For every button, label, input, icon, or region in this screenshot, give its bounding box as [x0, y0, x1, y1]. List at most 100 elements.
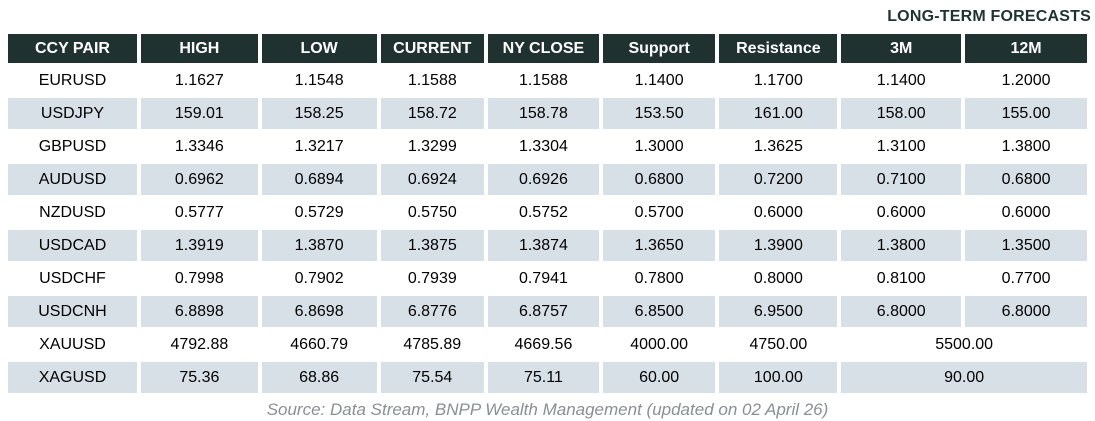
table-row-usdcnh: USDCNH 6.8898 6.8698 6.8776 6.8757 6.8500 6.95…	[8, 296, 1087, 327]
cell-current: 6.8776	[380, 296, 485, 327]
cell-support: 4000.00	[602, 329, 716, 360]
cell-current: 1.1588	[380, 65, 485, 96]
cell-low: 1.3870	[261, 230, 377, 261]
cell-ny_close: 4669.56	[488, 329, 599, 360]
cell-m12: 1.3500	[965, 230, 1087, 261]
cell-low: 0.5729	[261, 197, 377, 228]
cell-support: 1.1400	[602, 65, 716, 96]
cell-high: 1.3919	[140, 230, 258, 261]
table-row-xagusd: XAGUSD 75.36 68.86 75.54 75.11 60.00 100.00 90.…	[8, 362, 1087, 393]
table-row-xauusd: XAUUSD 4792.88 4660.79 4785.89 4669.56 4000.0…	[8, 329, 1087, 360]
column-header-low: LOW	[261, 34, 377, 63]
long-term-forecasts-label: LONG-TERM FORECASTS	[887, 8, 1091, 25]
cell-support: 0.7800	[602, 263, 716, 294]
table-row-usdchf: USDCHF 0.7998 0.7902 0.7939 0.7941 0.7800 0.80…	[8, 263, 1087, 294]
cell-resistance: 0.8000	[719, 263, 838, 294]
table-row-gbpusd: GBPUSD 1.3346 1.3217 1.3299 1.3304 1.3000 1.36…	[8, 131, 1087, 162]
cell-pair: USDCAD	[8, 230, 137, 261]
cell-resistance: 100.00	[719, 362, 838, 393]
cell-pair: XAGUSD	[8, 362, 137, 393]
cell-current: 0.7939	[380, 263, 485, 294]
cell-current: 75.54	[380, 362, 485, 393]
cell-ny_close: 1.3304	[488, 131, 599, 162]
cell-high: 6.8898	[140, 296, 258, 327]
cell-pair: USDCNH	[8, 296, 137, 327]
cell-ny_close: 75.11	[488, 362, 599, 393]
table-header-row: CCY PAIR HIGH LOW CURRENT NY CLOSE Support Res…	[8, 34, 1087, 63]
cell-low: 6.8698	[261, 296, 377, 327]
cell-pair: USDCHF	[8, 263, 137, 294]
column-header-ccy-pair: CCY PAIR	[8, 34, 137, 63]
cell-resistance: 161.00	[719, 98, 838, 129]
cell-ny_close: 0.6926	[488, 164, 599, 195]
cell-m12: 1.3800	[965, 131, 1087, 162]
cell-m12: 1.2000	[965, 65, 1087, 96]
cell-current: 0.6924	[380, 164, 485, 195]
cell-ny_close: 1.1588	[488, 65, 599, 96]
cell-high: 1.3346	[140, 131, 258, 162]
cell-pair: NZDUSD	[8, 197, 137, 228]
source-caption: Source: Data Stream, BNPP Wealth Managem…	[266, 400, 829, 419]
cell-support: 153.50	[602, 98, 716, 129]
cell-resistance: 1.3625	[719, 131, 838, 162]
cell-ny_close: 158.78	[488, 98, 599, 129]
cell-low: 1.3217	[261, 131, 377, 162]
cell-m12: 0.7700	[965, 263, 1087, 294]
cell-high: 0.5777	[140, 197, 258, 228]
cell-current: 4785.89	[380, 329, 485, 360]
table-row-audusd: AUDUSD 0.6962 0.6894 0.6924 0.6926 0.6800 0.72…	[8, 164, 1087, 195]
cell-ny_close: 6.8757	[488, 296, 599, 327]
column-header-current: CURRENT	[380, 34, 485, 63]
cell-pair: XAUUSD	[8, 329, 137, 360]
cell-current: 0.5750	[380, 197, 485, 228]
table-row-eurusd: EURUSD 1.1627 1.1548 1.1588 1.1588 1.1400 1.17…	[8, 65, 1087, 96]
cell-pair: GBPUSD	[8, 131, 137, 162]
cell-m3: 0.7100	[841, 164, 962, 195]
cell-low: 0.6894	[261, 164, 377, 195]
table-row-usdcad: USDCAD 1.3919 1.3870 1.3875 1.3874 1.3650 1.39…	[8, 230, 1087, 261]
cell-high: 4792.88	[140, 329, 258, 360]
cell-support: 0.6800	[602, 164, 716, 195]
column-header-high: HIGH	[140, 34, 258, 63]
cell-low: 4660.79	[261, 329, 377, 360]
cell-low: 0.7902	[261, 263, 377, 294]
cell-pair: USDJPY	[8, 98, 137, 129]
cell-low: 1.1548	[261, 65, 377, 96]
cell-high: 159.01	[140, 98, 258, 129]
cell-resistance: 0.7200	[719, 164, 838, 195]
cell-resistance: 1.3900	[719, 230, 838, 261]
column-header-ny-close: NY CLOSE	[488, 34, 599, 63]
cell-pair: EURUSD	[8, 65, 137, 96]
cell-low: 158.25	[261, 98, 377, 129]
cell-resistance: 6.9500	[719, 296, 838, 327]
cell-support: 1.3650	[602, 230, 716, 261]
cell-resistance: 0.6000	[719, 197, 838, 228]
cell-ny_close: 0.7941	[488, 263, 599, 294]
cell-ny_close: 0.5752	[488, 197, 599, 228]
cell-m3_m12: 5500.00	[841, 329, 1087, 360]
cell-m12: 155.00	[965, 98, 1087, 129]
cell-resistance: 1.1700	[719, 65, 838, 96]
cell-m3: 1.3100	[841, 131, 962, 162]
cell-high: 0.6962	[140, 164, 258, 195]
cell-low: 68.86	[261, 362, 377, 393]
cell-m3: 1.3800	[841, 230, 962, 261]
cell-support: 6.8500	[602, 296, 716, 327]
column-header-12m: 12M	[965, 34, 1087, 63]
cell-current: 1.3875	[380, 230, 485, 261]
fx-forecast-table: CCY PAIR HIGH LOW CURRENT NY CLOSE Support Res…	[4, 32, 1091, 395]
table-row-usdjpy: USDJPY 159.01 158.25 158.72 158.78 153.50 161.…	[8, 98, 1087, 129]
cell-high: 0.7998	[140, 263, 258, 294]
cell-high: 1.1627	[140, 65, 258, 96]
cell-current: 158.72	[380, 98, 485, 129]
cell-support: 1.3000	[602, 131, 716, 162]
cell-support: 60.00	[602, 362, 716, 393]
column-header-support: Support	[602, 34, 716, 63]
cell-ny_close: 1.3874	[488, 230, 599, 261]
column-header-resistance: Resistance	[719, 34, 838, 63]
cell-m3: 1.1400	[841, 65, 962, 96]
cell-high: 75.36	[140, 362, 258, 393]
table-row-nzdusd: NZDUSD 0.5777 0.5729 0.5750 0.5752 0.5700 0.60…	[8, 197, 1087, 228]
cell-m3: 0.6000	[841, 197, 962, 228]
